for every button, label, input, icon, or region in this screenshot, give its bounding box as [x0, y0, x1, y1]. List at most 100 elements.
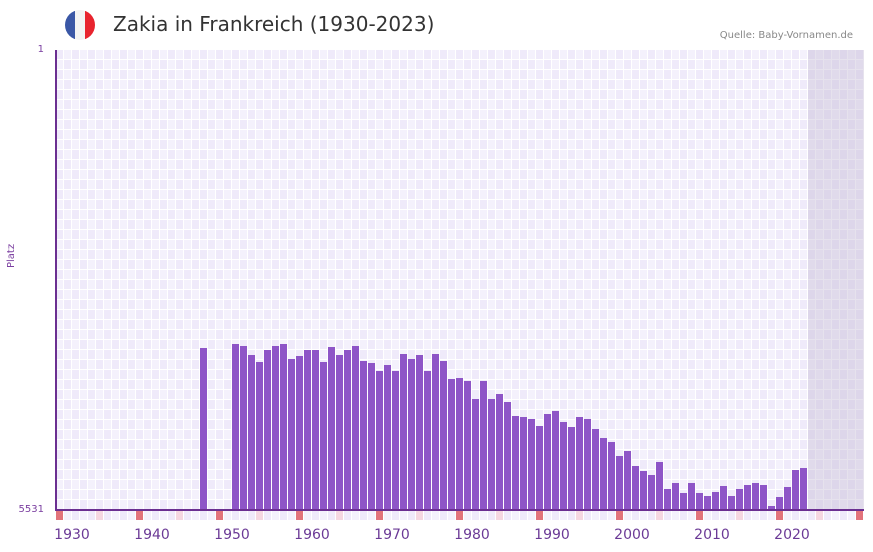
bar-2002[interactable] — [632, 465, 639, 510]
y-tick-top: 1 — [37, 44, 44, 55]
year-marker-cell — [288, 511, 295, 520]
bar-1975[interactable] — [416, 354, 423, 510]
bar-1996[interactable] — [584, 418, 591, 510]
bar-2019[interactable] — [768, 506, 775, 510]
bar-1948[interactable] — [200, 347, 207, 510]
year-marker-cell — [696, 511, 703, 520]
bar-1993[interactable] — [560, 422, 567, 510]
bar-2015[interactable] — [736, 488, 743, 510]
bar-2009[interactable] — [688, 482, 695, 510]
bar-1965[interactable] — [336, 354, 343, 510]
bar-2023[interactable] — [800, 467, 807, 510]
bar-1970[interactable] — [376, 371, 383, 510]
year-marker-cell — [496, 511, 503, 520]
year-marker-cell — [232, 511, 239, 520]
bar-1959[interactable] — [288, 358, 295, 510]
bar-1978[interactable] — [440, 360, 447, 510]
bar-1985[interactable] — [496, 393, 503, 510]
bar-1987[interactable] — [512, 415, 519, 510]
year-marker-cell — [320, 511, 327, 520]
bar-2000[interactable] — [616, 455, 623, 510]
bar-1982[interactable] — [472, 399, 479, 510]
bar-2017[interactable] — [752, 482, 759, 510]
year-marker-cell — [528, 511, 535, 520]
bar-1977[interactable] — [432, 353, 439, 510]
bar-2021[interactable] — [784, 486, 791, 510]
year-marker-cell — [224, 511, 231, 520]
bar-1994[interactable] — [568, 426, 575, 510]
bar-1995[interactable] — [576, 416, 583, 510]
bar-1986[interactable] — [504, 401, 511, 510]
year-marker-cell — [296, 511, 303, 520]
bar-1989[interactable] — [528, 418, 535, 510]
year-marker-cell — [336, 511, 343, 520]
bar-1956[interactable] — [264, 349, 271, 510]
bar-1961[interactable] — [304, 349, 311, 510]
bar-2020[interactable] — [776, 496, 783, 510]
bar-1960[interactable] — [296, 355, 303, 510]
bar-1969[interactable] — [368, 362, 375, 510]
year-marker-cell — [160, 511, 167, 520]
bar-1963[interactable] — [320, 362, 327, 510]
bar-1999[interactable] — [608, 441, 615, 510]
bar-1984[interactable] — [488, 399, 495, 510]
bar-2012[interactable] — [712, 491, 719, 510]
bar-2005[interactable] — [656, 461, 663, 510]
year-marker-cell — [80, 511, 87, 520]
bar-1974[interactable] — [408, 358, 415, 510]
bar-2006[interactable] — [664, 488, 671, 510]
bar-2022[interactable] — [792, 469, 799, 510]
year-marker-cell — [216, 511, 223, 520]
bar-1972[interactable] — [392, 371, 399, 510]
bar-1973[interactable] — [400, 353, 407, 510]
year-marker-cell — [184, 511, 191, 520]
x-tick-1980: 1980 — [454, 527, 490, 543]
bar-1990[interactable] — [536, 426, 543, 510]
bar-2010[interactable] — [696, 492, 703, 510]
bar-1966[interactable] — [344, 349, 351, 510]
bar-1998[interactable] — [600, 437, 607, 510]
source-credit: Quelle: Baby-Vornamen.de — [719, 30, 853, 41]
bar-1954[interactable] — [248, 354, 255, 510]
year-marker-cell — [168, 511, 175, 520]
year-marker-cell — [632, 511, 639, 520]
bar-2014[interactable] — [728, 495, 735, 510]
bar-1971[interactable] — [384, 364, 391, 510]
bar-1955[interactable] — [256, 362, 263, 510]
bar-2016[interactable] — [744, 484, 751, 510]
year-marker-cell — [824, 511, 831, 520]
year-marker-cell — [88, 511, 95, 520]
bar-1964[interactable] — [328, 346, 335, 510]
bar-1992[interactable] — [552, 410, 559, 510]
bar-2018[interactable] — [760, 484, 767, 510]
year-marker-cell — [256, 511, 263, 520]
bar-1962[interactable] — [312, 349, 319, 510]
bar-2011[interactable] — [704, 495, 711, 510]
bar-1968[interactable] — [360, 360, 367, 510]
year-marker-cell — [728, 511, 735, 520]
bar-1967[interactable] — [352, 345, 359, 510]
bar-1958[interactable] — [280, 343, 287, 510]
year-marker-cell — [848, 511, 855, 520]
bar-2013[interactable] — [720, 485, 727, 510]
year-marker-cell — [544, 511, 551, 520]
bar-2007[interactable] — [672, 482, 679, 510]
year-marker-cell — [624, 511, 631, 520]
bar-1976[interactable] — [424, 371, 431, 510]
bar-1981[interactable] — [464, 380, 471, 510]
bar-1952[interactable] — [232, 343, 239, 510]
bar-1979[interactable] — [448, 379, 455, 510]
year-marker-cell — [96, 511, 103, 520]
year-marker-cell — [520, 511, 527, 520]
bar-2001[interactable] — [624, 450, 631, 510]
bar-1953[interactable] — [240, 345, 247, 510]
bar-2003[interactable] — [640, 470, 647, 510]
bar-2004[interactable] — [648, 474, 655, 510]
bar-1957[interactable] — [272, 345, 279, 510]
bar-1980[interactable] — [456, 378, 463, 510]
bar-1983[interactable] — [480, 380, 487, 510]
bar-1997[interactable] — [592, 428, 599, 510]
bar-1988[interactable] — [520, 416, 527, 510]
bar-2008[interactable] — [680, 492, 687, 510]
bar-1991[interactable] — [544, 413, 551, 510]
